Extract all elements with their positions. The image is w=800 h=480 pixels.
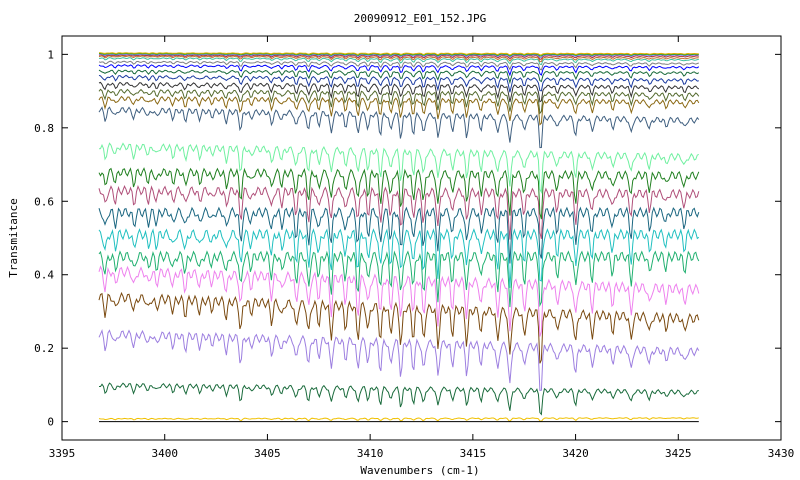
series-line bbox=[98, 88, 700, 115]
chart-title: 20090912_E01_152.JPG bbox=[354, 12, 486, 25]
y-tick-label: 0.8 bbox=[34, 122, 54, 135]
series-line bbox=[98, 64, 700, 77]
series-line bbox=[98, 74, 699, 93]
y-axis: 0 0.2 0.4 0.6 0.8 1 bbox=[34, 48, 781, 429]
series-line bbox=[98, 106, 700, 149]
series-line bbox=[98, 167, 700, 220]
y-tick-label: 0 bbox=[47, 416, 54, 429]
y-tick-label: 0.6 bbox=[34, 195, 54, 208]
x-tick-label: 3400 bbox=[151, 447, 178, 460]
series-line bbox=[98, 55, 699, 63]
series-line bbox=[98, 228, 700, 288]
y-tick-label: 0.4 bbox=[34, 269, 54, 282]
x-tick-label: 3395 bbox=[49, 447, 76, 460]
plot-frame bbox=[61, 35, 782, 441]
y-axis-label: Transmitance bbox=[7, 198, 20, 277]
series-line bbox=[98, 291, 700, 364]
x-tick-label: 3430 bbox=[768, 447, 795, 460]
x-tick-label: 3405 bbox=[254, 447, 281, 460]
series-line bbox=[98, 142, 700, 195]
series-line bbox=[98, 53, 699, 59]
series-lines bbox=[98, 52, 700, 423]
series-line bbox=[99, 57, 699, 66]
y-tick-label: 0.2 bbox=[34, 342, 54, 355]
x-tick-label: 3410 bbox=[357, 447, 384, 460]
series-line bbox=[98, 60, 699, 71]
series-line bbox=[99, 382, 699, 416]
series-line bbox=[98, 417, 699, 423]
series-line bbox=[98, 250, 700, 308]
series-line bbox=[98, 81, 700, 103]
x-tick-label: 3415 bbox=[460, 447, 487, 460]
x-axis-label: Wavenumbers (cm-1) bbox=[360, 464, 479, 477]
series-line bbox=[98, 185, 700, 240]
series-line bbox=[98, 206, 700, 264]
series-line bbox=[99, 52, 699, 56]
x-tick-label: 3420 bbox=[562, 447, 589, 460]
series-line bbox=[98, 69, 700, 85]
series-line bbox=[99, 52, 699, 57]
series-line bbox=[98, 329, 700, 391]
x-axis: 3395 3400 3405 3410 3415 3420 3425 3430 bbox=[49, 36, 795, 460]
y-tick-label: 1 bbox=[47, 48, 54, 61]
x-tick-label: 3425 bbox=[665, 447, 692, 460]
series-line bbox=[98, 265, 700, 337]
series-line bbox=[98, 54, 699, 60]
series-line bbox=[98, 95, 700, 126]
